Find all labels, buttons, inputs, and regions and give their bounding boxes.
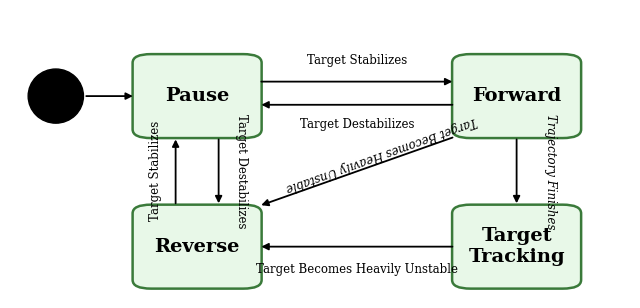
FancyBboxPatch shape [132,205,262,289]
Text: Target Becomes Heavily Unstable: Target Becomes Heavily Unstable [256,262,458,276]
Text: Target Becomes Heavily Unstable: Target Becomes Heavily Unstable [284,114,479,194]
Text: Target Stabilizes: Target Stabilizes [150,121,163,221]
Text: Trajectory Finishes: Trajectory Finishes [544,114,557,229]
FancyBboxPatch shape [132,54,262,138]
Text: Target
Tracking: Target Tracking [468,227,565,266]
Text: Pause: Pause [165,87,229,105]
Text: Target Destabilizes: Target Destabilizes [300,118,414,131]
Text: Reverse: Reverse [154,238,240,256]
Text: Forward: Forward [472,87,561,105]
Text: Target Stabilizes: Target Stabilizes [307,54,407,67]
FancyBboxPatch shape [452,205,581,289]
Text: Target Destabilizes: Target Destabilizes [236,114,248,229]
Ellipse shape [28,69,83,123]
FancyBboxPatch shape [452,54,581,138]
